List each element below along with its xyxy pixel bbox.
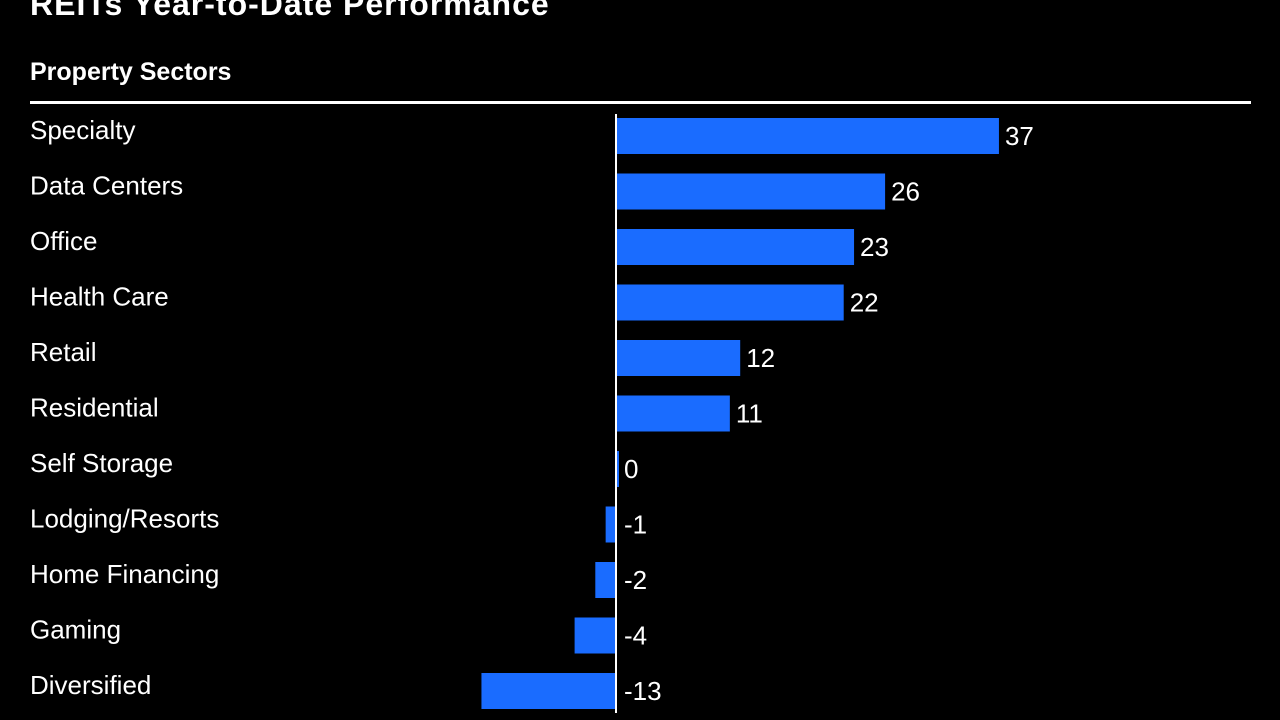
category-label-specialty: Specialty <box>30 115 136 145</box>
value-label-office: 23 <box>860 232 889 262</box>
category-label-self-storage: Self Storage <box>30 448 173 478</box>
value-label-self-storage: 0 <box>624 454 638 484</box>
category-label-residential: Residential <box>30 392 159 422</box>
chart-title: REITs Year-to-Date Performance <box>30 0 550 22</box>
bar-diversified <box>481 673 616 709</box>
category-label-health-care: Health Care <box>30 281 169 311</box>
bar-specialty <box>616 118 999 154</box>
bars <box>481 118 999 709</box>
category-label-retail: Retail <box>30 337 96 367</box>
category-label-home-financing: Home Financing <box>30 559 219 589</box>
value-label-diversified: -13 <box>624 676 662 706</box>
chart-subtitle: Property Sectors <box>30 58 232 86</box>
value-label-health-care: 22 <box>850 287 879 317</box>
value-label-data-centers: 26 <box>891 176 920 206</box>
value-label-residential: 11 <box>736 398 763 428</box>
value-label-home-financing: -2 <box>624 565 647 595</box>
category-labels: Specialty Data Centers Office Health Care Re… <box>30 115 219 700</box>
value-label-retail: 12 <box>746 343 775 373</box>
bar-residential <box>616 395 730 432</box>
category-label-office: Office <box>30 226 97 256</box>
bar-health-care <box>616 284 844 321</box>
bar-retail <box>616 340 741 376</box>
category-label-diversified: Diversified <box>30 670 151 700</box>
category-label-lodging-resorts: Lodging/Resorts <box>30 503 219 533</box>
value-label-specialty: 37 <box>1005 121 1034 151</box>
bar-data-centers <box>616 173 886 210</box>
bar-home-financing <box>595 562 616 598</box>
bar-office <box>616 229 855 265</box>
value-label-lodging-resorts: -1 <box>624 509 647 539</box>
category-label-gaming: Gaming <box>30 614 121 644</box>
category-label-data-centers: Data Centers <box>30 170 183 200</box>
bar-gaming <box>574 617 616 654</box>
value-label-gaming: -4 <box>624 620 647 650</box>
header-divider <box>30 101 1251 104</box>
bar-self-storage <box>616 451 619 487</box>
bar-lodging-resorts <box>605 506 616 543</box>
